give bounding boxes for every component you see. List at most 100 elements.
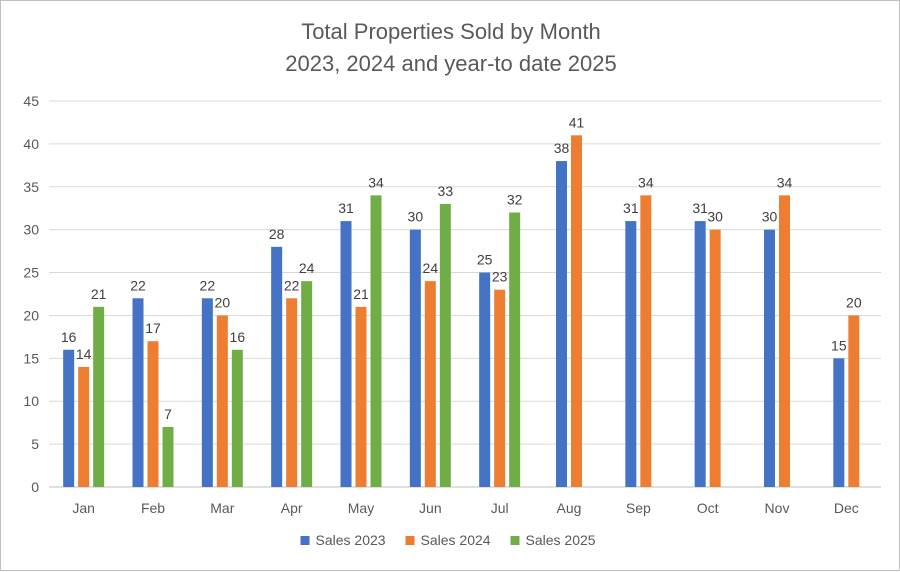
bar-apr-series-1 xyxy=(271,246,283,487)
y-tick-label: 25 xyxy=(23,265,39,281)
x-tick-label: Aug xyxy=(557,500,582,516)
bars xyxy=(63,135,860,488)
data-label: 30 xyxy=(408,209,424,225)
bar-oct-series-2 xyxy=(709,229,721,487)
legend-label: Sales 2025 xyxy=(526,532,596,548)
x-axis-ticks: Jan Feb Mar Apr May Jun Jul Aug Sep Oct Nov Dec xyxy=(72,500,858,516)
bar-jan-series-1 xyxy=(63,349,75,487)
x-tick-label: Sep xyxy=(626,500,651,516)
bar-nov-series-2 xyxy=(779,195,790,487)
chart-subtitle: 2023, 2024 and year-to date 2025 xyxy=(285,51,617,76)
legend-swatch xyxy=(300,536,310,545)
x-tick-label: May xyxy=(348,500,374,516)
bar-mar-series-1 xyxy=(201,298,213,487)
bar-jul-series-3 xyxy=(509,212,521,487)
bar-jan-series-3 xyxy=(93,306,105,487)
bar-oct-series-1 xyxy=(694,221,706,488)
data-label: 25 xyxy=(477,252,493,268)
x-tick-label: Dec xyxy=(834,500,859,516)
y-tick-label: 30 xyxy=(23,222,39,238)
legend-swatch xyxy=(510,536,520,545)
data-label: 31 xyxy=(338,200,354,216)
data-label: 20 xyxy=(215,294,231,310)
y-tick-label: 40 xyxy=(23,136,39,152)
x-tick-label: Jun xyxy=(419,500,442,516)
x-tick-label: Nov xyxy=(765,500,790,516)
chart-title: Total Properties Sold by Month xyxy=(301,19,601,44)
bar-may-series-3 xyxy=(370,195,382,487)
legend-label: Sales 2023 xyxy=(316,532,386,548)
data-label: 16 xyxy=(230,329,246,345)
data-label: 20 xyxy=(846,294,862,310)
data-label: 23 xyxy=(492,269,508,285)
bar-jan-series-2 xyxy=(78,366,90,487)
data-label: 24 xyxy=(299,260,315,276)
bar-jul-series-2 xyxy=(494,289,506,487)
y-tick-label: 45 xyxy=(23,93,39,109)
data-label: 17 xyxy=(145,320,161,336)
data-label: 34 xyxy=(777,174,793,190)
data-label: 15 xyxy=(831,337,847,353)
bar-jun-series-2 xyxy=(424,281,436,487)
bar-jun-series-3 xyxy=(439,203,451,487)
bar-feb-series-3 xyxy=(162,426,174,487)
data-label: 41 xyxy=(569,114,585,130)
data-label: 22 xyxy=(284,277,300,293)
data-label: 31 xyxy=(692,200,708,216)
data-label: 30 xyxy=(707,209,723,225)
bar-nov-series-1 xyxy=(764,229,775,487)
legend: Sales 2023 Sales 2024 Sales 2025 xyxy=(300,532,596,548)
data-label: 28 xyxy=(269,226,285,242)
bar-feb-series-1 xyxy=(132,298,144,487)
bar-aug-series-2 xyxy=(571,135,582,488)
data-label: 38 xyxy=(554,140,570,156)
bar-may-series-2 xyxy=(355,306,367,487)
data-label: 34 xyxy=(638,174,654,190)
data-label: 22 xyxy=(200,277,216,293)
data-label: 24 xyxy=(423,260,439,276)
x-tick-label: Jul xyxy=(491,500,509,516)
y-tick-label: 15 xyxy=(23,350,39,366)
y-tick-label: 5 xyxy=(31,436,39,452)
y-tick-label: 10 xyxy=(23,393,39,409)
y-tick-label: 0 xyxy=(31,479,39,495)
x-tick-label: Mar xyxy=(210,500,234,516)
legend-swatch xyxy=(405,536,415,545)
data-label: 21 xyxy=(91,286,107,302)
bar-jun-series-1 xyxy=(409,229,421,487)
bar-feb-series-2 xyxy=(147,341,159,487)
x-tick-label: Feb xyxy=(141,500,165,516)
bar-apr-series-3 xyxy=(301,281,313,487)
data-label: 21 xyxy=(353,286,369,302)
bar-aug-series-1 xyxy=(556,161,567,488)
data-label: 16 xyxy=(61,329,77,345)
x-tick-label: Apr xyxy=(281,500,303,516)
data-label: 14 xyxy=(76,346,92,362)
data-labels: 1614212217722201628222431213430243325233… xyxy=(61,114,862,422)
bar-mar-series-3 xyxy=(231,349,243,487)
x-tick-label: Oct xyxy=(697,500,719,516)
bar-dec-series-1 xyxy=(833,358,845,487)
data-label: 31 xyxy=(623,200,639,216)
data-label: 22 xyxy=(130,277,146,293)
bar-may-series-1 xyxy=(340,221,352,488)
bar-sep-series-2 xyxy=(640,195,652,487)
y-tick-label: 20 xyxy=(23,307,39,323)
bar-jul-series-1 xyxy=(479,272,491,487)
bar-apr-series-2 xyxy=(286,298,298,487)
data-label: 34 xyxy=(368,174,384,190)
bar-mar-series-2 xyxy=(216,315,228,487)
x-tick-label: Jan xyxy=(72,500,95,516)
data-label: 30 xyxy=(762,209,778,225)
bar-dec-series-2 xyxy=(848,315,860,487)
data-label: 7 xyxy=(164,406,172,422)
legend-label: Sales 2024 xyxy=(421,532,491,548)
bar-sep-series-1 xyxy=(625,221,637,488)
y-axis-ticks: 0 5 10 15 20 25 30 35 40 45 xyxy=(23,93,39,495)
y-tick-label: 35 xyxy=(23,179,39,195)
gridlines xyxy=(49,100,881,488)
data-label: 32 xyxy=(507,192,523,208)
data-label: 33 xyxy=(438,183,454,199)
